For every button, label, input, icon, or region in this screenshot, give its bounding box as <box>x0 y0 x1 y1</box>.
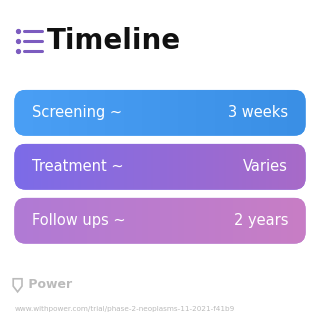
Text: 3 weeks: 3 weeks <box>228 105 288 120</box>
Text: Screening ~: Screening ~ <box>32 105 122 120</box>
Text: Treatment ~: Treatment ~ <box>32 159 124 174</box>
Text: Power: Power <box>24 278 72 291</box>
Text: Timeline: Timeline <box>46 27 180 55</box>
FancyBboxPatch shape <box>14 144 306 190</box>
Text: Varies: Varies <box>243 159 288 174</box>
FancyBboxPatch shape <box>14 198 306 244</box>
Text: 2 years: 2 years <box>234 213 288 228</box>
FancyBboxPatch shape <box>14 90 306 136</box>
Text: www.withpower.com/trial/phase-2-neoplasms-11-2021-f41b9: www.withpower.com/trial/phase-2-neoplasm… <box>14 306 235 312</box>
Text: Follow ups ~: Follow ups ~ <box>32 213 126 228</box>
